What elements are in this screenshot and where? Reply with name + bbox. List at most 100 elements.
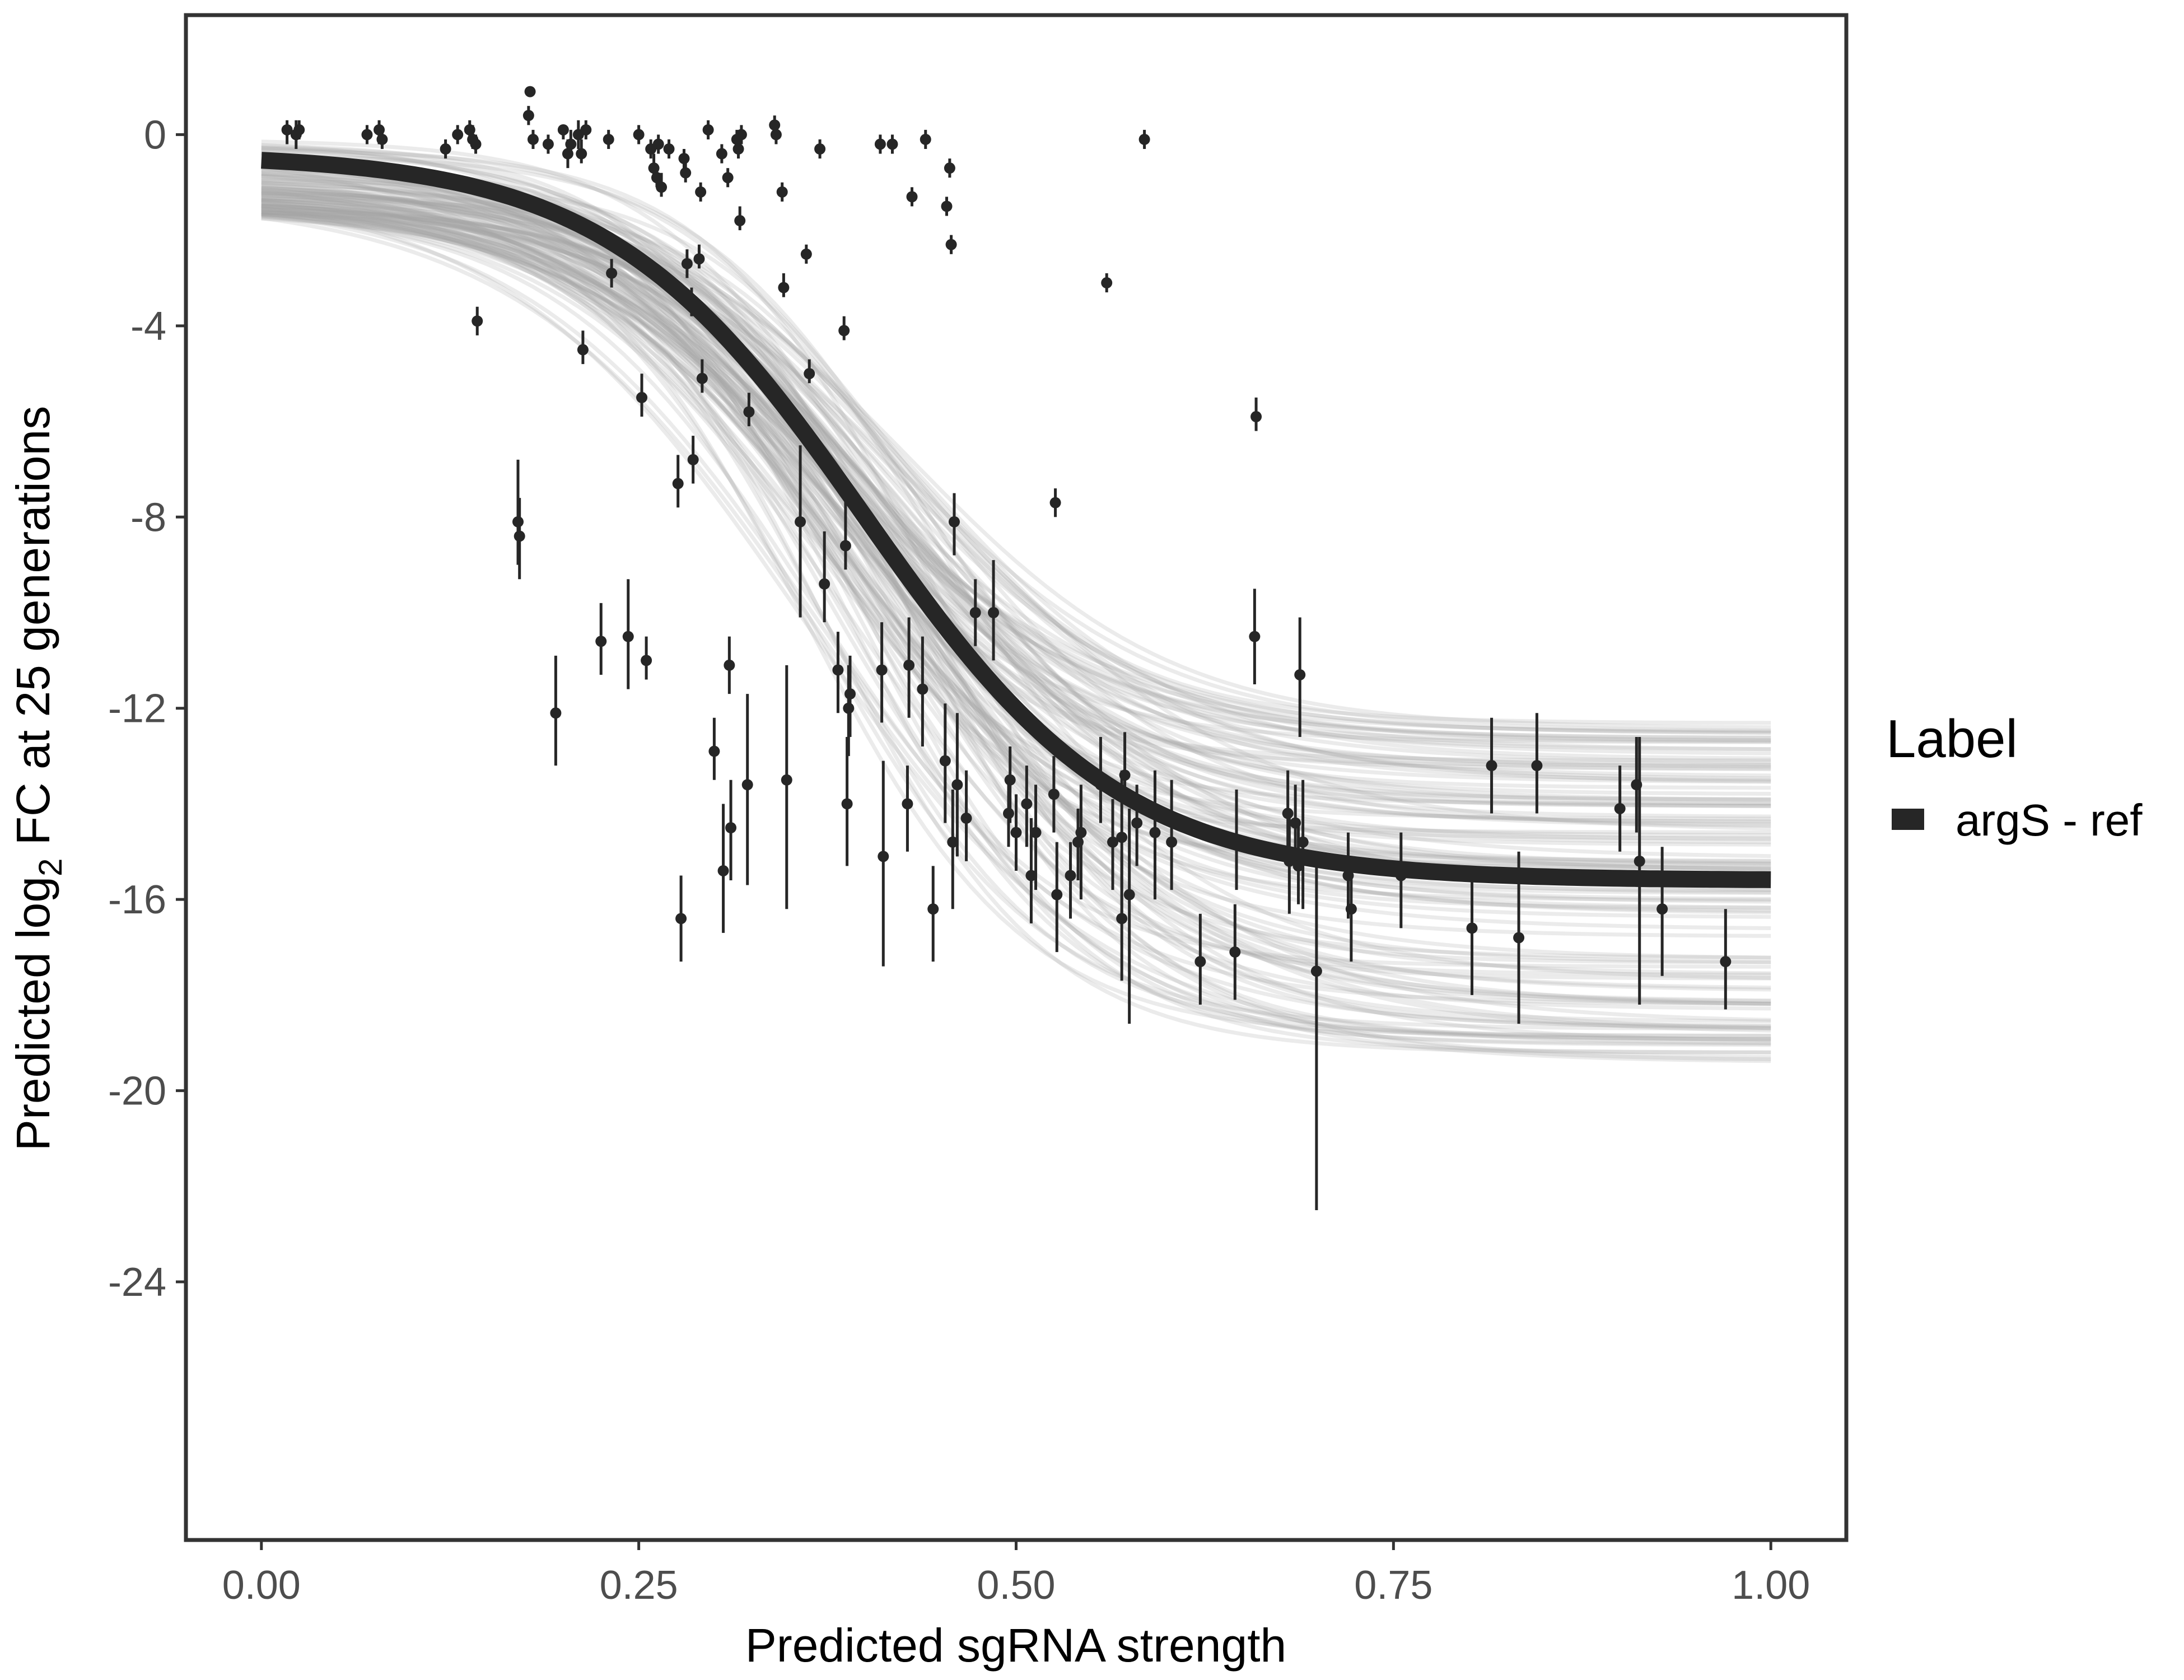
data-point-group [1101, 273, 1113, 293]
data-point [1030, 827, 1042, 838]
data-point [1101, 277, 1113, 289]
y-axis: 0 -4 -8 -12 -16 -20 -24 [108, 113, 186, 1305]
data-point [725, 822, 737, 834]
data-point-group [577, 330, 589, 365]
data-point [1231, 836, 1243, 848]
data-point [524, 86, 536, 97]
y-axis-title: Predicted log2 FC at 25 generations [7, 406, 69, 1151]
data-point [1131, 817, 1143, 829]
data-point [1513, 932, 1525, 944]
data-point [716, 148, 727, 160]
data-point [550, 707, 562, 719]
data-point-group [1065, 842, 1076, 919]
data-point-group [672, 455, 684, 508]
data-point [680, 167, 692, 179]
data-point-group [960, 770, 972, 861]
data-point [514, 530, 525, 542]
y-tick-label: -24 [108, 1260, 166, 1305]
posterior-sample-line [261, 206, 1771, 1046]
data-point [944, 162, 955, 174]
data-point [675, 913, 687, 925]
y-axis-title-suffix: FC at 25 generations [7, 406, 59, 858]
data-point [633, 129, 645, 141]
legend-key-argS-ref [1892, 809, 1924, 830]
data-point [1003, 808, 1015, 819]
data-point [577, 344, 589, 356]
data-point [1166, 836, 1178, 848]
data-point-group [743, 393, 755, 427]
data-point-group [1149, 770, 1161, 900]
data-point-group [557, 124, 569, 139]
data-point-group [814, 139, 826, 159]
posterior-sample-line [261, 180, 1771, 755]
data-point-group [1116, 856, 1128, 981]
data-point-group [1294, 617, 1306, 737]
data-point-group [542, 134, 554, 154]
data-point-group [1123, 808, 1135, 1024]
data-point [565, 138, 577, 150]
posterior-sample-line [261, 204, 1771, 778]
data-point-group [678, 149, 690, 169]
data-point [1065, 870, 1076, 881]
data-point-group [800, 244, 812, 264]
data-point [1720, 956, 1732, 968]
x-axis-title: Predicted sgRNA strength [745, 1619, 1287, 1672]
data-point-group [1250, 397, 1262, 431]
data-point-group [969, 579, 981, 646]
data-point-group [656, 172, 668, 197]
data-point [844, 688, 856, 700]
data-point [663, 143, 675, 155]
data-point-group [524, 86, 536, 97]
data-point [1249, 631, 1261, 642]
data-point-group [717, 804, 729, 933]
posterior-sample-line [261, 209, 1771, 1042]
data-point-group [1010, 794, 1022, 871]
data-point-group [947, 789, 959, 909]
data-point [1010, 827, 1022, 838]
data-point [886, 138, 898, 150]
posterior-sample-line [261, 212, 1771, 796]
data-point-group [681, 249, 693, 278]
data-point [1297, 836, 1309, 848]
data-point [1486, 760, 1497, 772]
posterior-sample-line [261, 204, 1771, 819]
data-point [770, 129, 782, 141]
data-point [804, 368, 815, 380]
data-point [945, 239, 957, 250]
data-point-group [903, 617, 915, 718]
posterior-sample-line [261, 170, 1771, 834]
data-point [470, 138, 482, 150]
data-point [1292, 860, 1304, 872]
data-point-group [832, 632, 844, 713]
data-point [906, 191, 918, 203]
data-point [741, 779, 753, 791]
posterior-sample-line [261, 147, 1771, 784]
posterior-sample-line [261, 195, 1771, 1038]
data-point [702, 124, 714, 136]
data-point-group [804, 359, 815, 384]
data-point [452, 129, 464, 141]
data-points [281, 86, 1732, 1211]
data-point [717, 865, 729, 876]
data-point [841, 798, 853, 810]
data-point [960, 813, 972, 824]
data-point [1095, 779, 1107, 791]
x-axis: 0.00 0.25 0.50 0.75 1.00 [222, 1540, 1810, 1608]
data-point [948, 516, 960, 528]
data-point-group [735, 125, 747, 144]
posterior-sample-line [261, 203, 1771, 1043]
data-point-group [876, 622, 888, 723]
data-point-group [293, 120, 305, 139]
data-point-group [741, 694, 753, 885]
data-point-group [1634, 736, 1645, 1005]
data-point [988, 607, 1000, 619]
y-axis-title-subscript: 2 [32, 858, 69, 876]
y-tick-label: -16 [108, 878, 166, 922]
data-point [681, 258, 693, 269]
posterior-sample-line [261, 202, 1771, 740]
data-point [874, 138, 886, 150]
data-point [832, 664, 844, 676]
data-point [1614, 802, 1626, 814]
posterior-sample-line [261, 165, 1771, 802]
